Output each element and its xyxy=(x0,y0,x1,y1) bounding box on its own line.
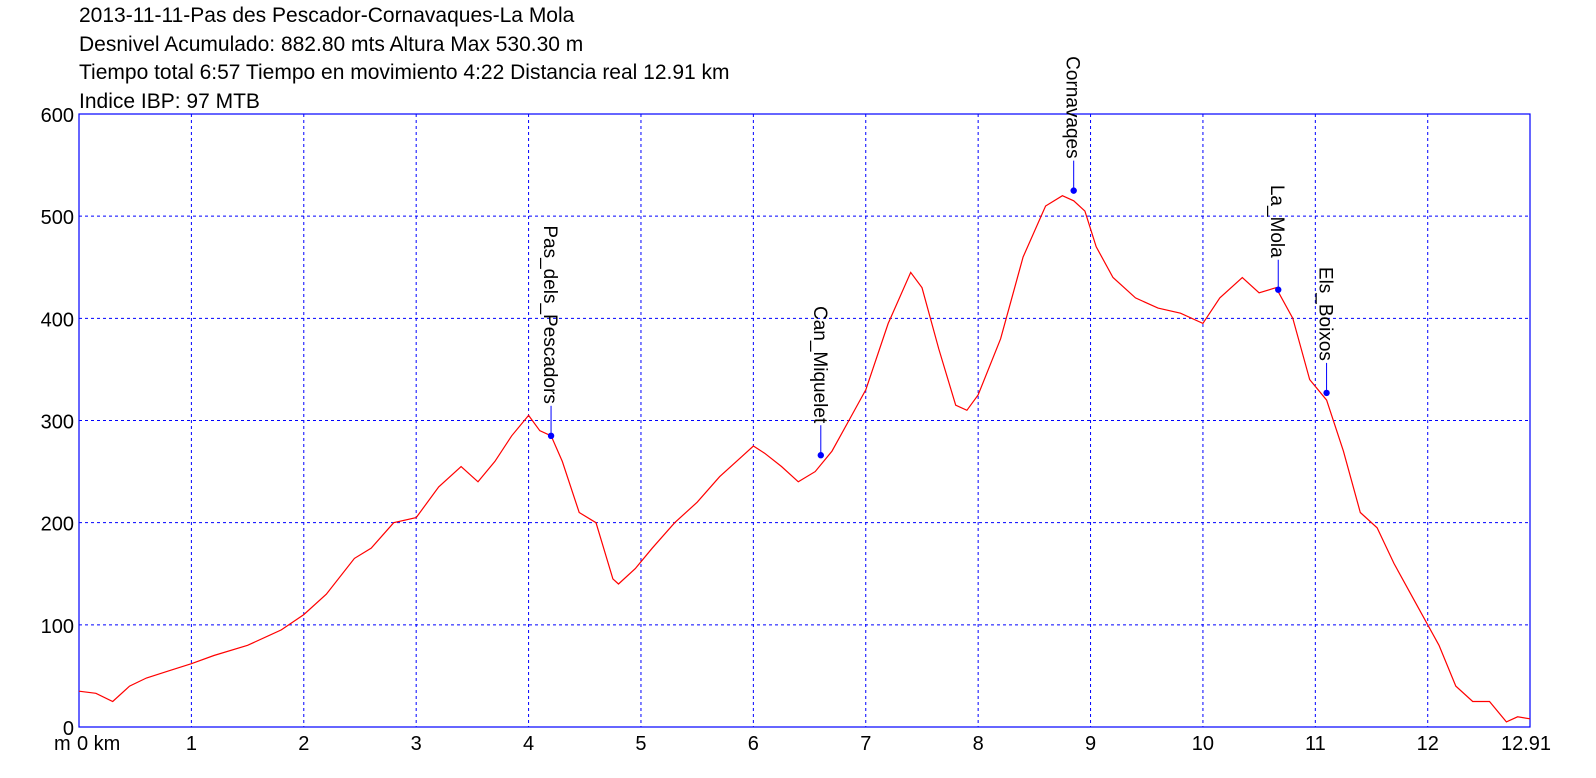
x-tick-label: 7 xyxy=(860,733,871,755)
y-tick-label: 200 xyxy=(41,514,74,536)
waypoint-label: La_Mola xyxy=(1266,185,1287,258)
x-tick-label: 1 xyxy=(186,733,197,755)
waypoint-label: Pas_dels_Pescadors xyxy=(539,225,560,404)
x-tick-label: 5 xyxy=(635,733,646,755)
x-tick-label: 12 xyxy=(1417,733,1439,755)
chart-title: 2013-11-11-Pas des Pescador-Cornavaques-… xyxy=(79,4,575,27)
x-tick-label: 2 xyxy=(298,733,309,755)
x-tick-label: 6 xyxy=(748,733,759,755)
x-tick-label: 12.91 xyxy=(1501,733,1551,755)
ibp-index: Indice IBP: 97 MTB xyxy=(79,89,260,113)
y-tick-label: 300 xyxy=(41,412,74,434)
waypoint-dot xyxy=(817,452,824,459)
elevation-summary: Desnivel Acumulado: 882.80 mts Altura Ma… xyxy=(79,32,584,56)
x-tick-label: 10 xyxy=(1192,733,1214,755)
waypoint-dot xyxy=(547,432,555,440)
plot-frame xyxy=(78,113,1531,728)
y-tick-label: 0 xyxy=(63,718,74,740)
waypoint-layer: Pas_dels_Pescadors Can_Miquelet Cornavaqes… xyxy=(539,56,1336,456)
x-tick-label: 9 xyxy=(1085,733,1096,755)
waypoint-dot xyxy=(1070,187,1077,194)
waypoint-label: Cornavaqes xyxy=(1062,56,1083,158)
elevation-line xyxy=(78,195,1531,723)
x-tick-label: 8 xyxy=(973,733,984,755)
x-tick-label: 0 km xyxy=(77,733,120,755)
waypoint-label: Els_Boixos xyxy=(1315,267,1336,361)
y-tick-label: 600 xyxy=(41,105,74,127)
y-axis-ticks: 0 100 200 300 400 500 600 xyxy=(41,105,74,740)
y-tick-label: 500 xyxy=(41,207,74,229)
x-tick-label: 3 xyxy=(411,733,422,755)
waypoint-label: Can_Miquelet xyxy=(809,306,830,424)
waypoint-markers xyxy=(547,187,1330,459)
waypoint-dot xyxy=(1275,286,1282,293)
waypoint-dot xyxy=(1323,389,1330,397)
x-tick-label: 4 xyxy=(523,733,534,755)
x-axis-ticks: 0 km 1 2 3 4 5 6 7 8 9 10 11 12 12.91 xyxy=(77,733,1551,755)
chart-header: 2013-11-11-Pas des Pescador-Cornavaques-… xyxy=(79,2,730,116)
x-tick-label: 11 xyxy=(1305,733,1326,755)
time-distance-summary: Tiempo total 6:57 Tiempo en movimiento 4… xyxy=(79,61,730,84)
y-axis-unit-label: m xyxy=(54,733,71,755)
chart-grid xyxy=(79,114,1530,727)
y-tick-label: 100 xyxy=(41,616,74,638)
y-tick-label: 400 xyxy=(41,309,74,331)
